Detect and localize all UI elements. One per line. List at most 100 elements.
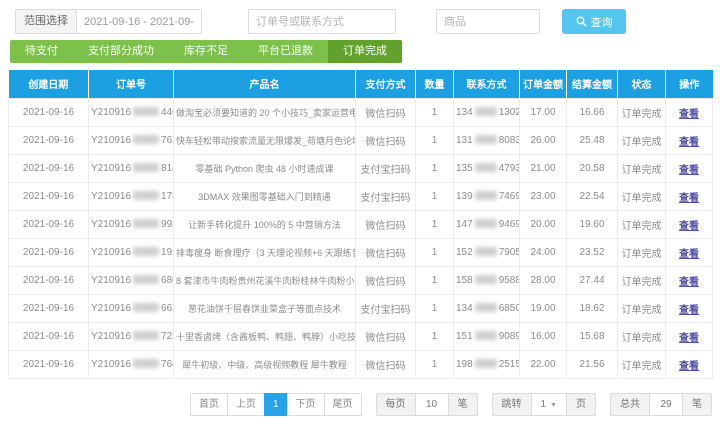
view-link[interactable]: 查看 <box>679 276 699 288</box>
total-count: 29 <box>649 392 683 416</box>
cell-quantity: 1 <box>415 209 454 239</box>
product-input[interactable] <box>436 9 540 34</box>
tab-refunded[interactable]: 平台已退款 <box>258 45 313 57</box>
cell-settle-amount: 15.68 <box>566 321 618 351</box>
cell-quantity: 1 <box>415 153 454 183</box>
view-link[interactable]: 查看 <box>679 220 699 232</box>
cell-status: 订单完成 <box>617 209 666 239</box>
cell-order-amount: 21.00 <box>519 153 567 183</box>
tab-order-completed[interactable]: 订单完成 <box>328 40 402 63</box>
pagination-bar: 首页 上页 1 下页 尾页 每页 10 笔 跳转 1 ▼ 页 总共 29 笔 <box>0 392 712 416</box>
masked-text <box>133 247 160 257</box>
view-link[interactable]: 查看 <box>679 192 699 204</box>
masked-text <box>474 191 497 201</box>
tab-out-of-stock[interactable]: 库存不足 <box>184 45 228 57</box>
cell-action: 查看 <box>665 209 713 239</box>
current-page-button[interactable]: 1 <box>263 392 288 416</box>
cell-create-date: 2021-09-16 <box>8 237 89 267</box>
jump-unit: 页 <box>566 392 596 416</box>
cell-create-date: 2021-09-16 <box>8 153 89 183</box>
cell-payment-method: 支付宝扫码 <box>355 293 416 323</box>
cell-payment-method: 微信扫码 <box>355 125 416 155</box>
cell-quantity: 1 <box>415 265 454 295</box>
cell-status: 订单完成 <box>617 181 666 211</box>
cell-product-name: 十里香卤烤（含酱板鸭、鸭翅、鸭脖）小吃技术配方 <box>173 321 356 351</box>
view-link[interactable]: 查看 <box>679 304 699 316</box>
per-page-input[interactable]: 10 <box>414 392 449 416</box>
view-link[interactable]: 查看 <box>679 360 699 372</box>
cell-order-number: Y2109161786 <box>88 181 174 211</box>
table-row: 2021-09-16 Y2109167677 快车轻松带动搜索流量无限爆发_荷塘… <box>8 125 713 155</box>
cell-create-date: 2021-09-16 <box>8 181 89 211</box>
cell-contact: 134 6850 <box>453 293 520 323</box>
jump-page-value: 1 <box>540 398 547 410</box>
jump-page-select[interactable]: 1 ▼ <box>530 392 567 416</box>
cell-create-date: 2021-09-16 <box>8 125 89 155</box>
next-page-button[interactable]: 下页 <box>286 392 325 416</box>
cell-order-amount: 20.00 <box>519 209 567 239</box>
view-link[interactable]: 查看 <box>679 248 699 260</box>
cell-contact: 198 2515 <box>453 349 520 379</box>
cell-order-number: Y2109167258 <box>88 321 174 351</box>
jump-label: 跳转 <box>491 392 532 416</box>
cell-settle-amount: 23.52 <box>566 237 618 267</box>
cell-order-amount: 24.00 <box>519 237 567 267</box>
cell-settle-amount: 25.48 <box>566 125 618 155</box>
jump-group: 跳转 1 ▼ 页 <box>491 392 596 416</box>
table-row: 2021-09-16 Y2109161786 3DMAX 效果图零基础入门到精通… <box>8 181 713 211</box>
cell-order-number: Y2109167677 <box>88 125 174 155</box>
cell-status: 订单完成 <box>617 97 666 127</box>
search-button[interactable]: 查询 <box>562 9 626 34</box>
last-page-button[interactable]: 尾页 <box>323 392 362 416</box>
cell-action: 查看 <box>665 321 713 351</box>
cell-product-name: 做淘宝必须要知道的 20 个小技巧_卖家运营电商论坛 <box>173 97 356 127</box>
cell-contact: 147 9469 <box>453 209 520 239</box>
cell-order-number: Y2109169929 <box>88 209 174 239</box>
view-link[interactable]: 查看 <box>679 136 699 148</box>
masked-text <box>474 275 497 285</box>
masked-text <box>474 331 497 341</box>
total-unit: 笔 <box>682 392 712 416</box>
col-contact: 联系方式 <box>453 70 520 98</box>
date-range-input[interactable] <box>76 9 202 34</box>
cell-status: 订单完成 <box>617 265 666 295</box>
masked-text <box>133 135 160 145</box>
cell-settle-amount: 20.58 <box>566 153 618 183</box>
date-range-group: 范围选择 <box>15 9 202 34</box>
cell-contact: 158 9588 <box>453 265 520 295</box>
cell-product-name: 快车轻松带动搜索流量无限爆发_荷塘月色论坛 <box>173 125 356 155</box>
cell-product-name: 零基础 Python 爬虫 48 小时速成课 <box>173 153 356 183</box>
cell-create-date: 2021-09-16 <box>8 349 89 379</box>
table-row: 2021-09-16 Y2109166677 葱花油饼千层春饼韭菜盒子等面点技术… <box>8 293 713 323</box>
cell-payment-method: 微信扫码 <box>355 97 416 127</box>
masked-text <box>133 191 160 201</box>
masked-text <box>133 219 160 229</box>
search-icon <box>576 16 587 27</box>
cell-status: 订单完成 <box>617 349 666 379</box>
cell-product-name: 犀牛初级、中级、高级视频教程 犀牛教程 <box>173 349 356 379</box>
cell-product-name: 8 套津市牛肉粉贵州花溪牛肉粉桂林牛肉粉小吃配方 <box>173 265 356 295</box>
masked-text <box>133 275 160 285</box>
col-status: 状态 <box>617 70 666 98</box>
order-or-contact-input[interactable] <box>248 9 396 34</box>
prev-page-button[interactable]: 上页 <box>226 392 265 416</box>
tab-partial-success[interactable]: 支付部分成功 <box>88 45 154 57</box>
total-group: 总共 29 笔 <box>610 392 712 416</box>
view-link[interactable]: 查看 <box>679 108 699 120</box>
cell-quantity: 1 <box>415 293 454 323</box>
cell-order-number: Y2109166805 <box>88 265 174 295</box>
cell-order-amount: 28.00 <box>519 265 567 295</box>
total-label: 总共 <box>610 392 650 416</box>
cell-order-amount: 19.00 <box>519 293 567 323</box>
per-page-group: 每页 10 笔 <box>375 392 478 416</box>
first-page-button[interactable]: 首页 <box>189 392 228 416</box>
cell-status: 订单完成 <box>617 125 666 155</box>
tab-pending-payment[interactable]: 待支付 <box>25 45 58 57</box>
cell-product-name: 葱花油饼千层春饼韭菜盒子等面点技术 <box>173 293 356 323</box>
view-link[interactable]: 查看 <box>679 164 699 176</box>
view-link[interactable]: 查看 <box>679 332 699 344</box>
orders-table-wrap: 创建日期 订单号 产品名 支付方式 数量 联系方式 订单金额 结算金额 状态 操作 2021-09… <box>8 70 713 379</box>
cell-create-date: 2021-09-16 <box>8 265 89 295</box>
table-row: 2021-09-16 Y2109168141 零基础 Python 爬虫 48 … <box>8 153 713 183</box>
cell-product-name: 3DMAX 效果图零基础入门到精通 <box>173 181 356 211</box>
